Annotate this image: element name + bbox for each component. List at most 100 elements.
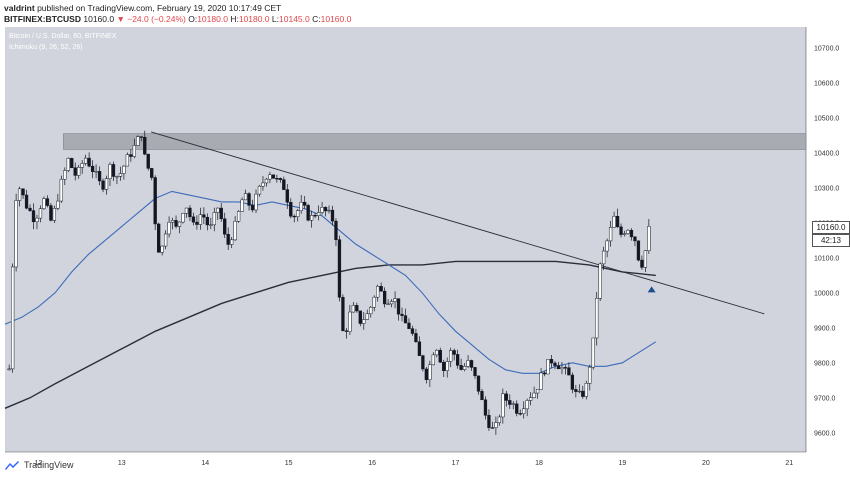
candle-body (66, 158, 70, 171)
x-tick-label: 14 (201, 460, 209, 467)
candle-body (77, 167, 81, 176)
indicator-label: Ichimoku (9, 26, 52, 26) (9, 44, 83, 51)
y-tick-label: 9900.0 (814, 325, 836, 332)
close-value: 10160.0 (320, 14, 352, 24)
candle-body (313, 215, 317, 217)
candle-body (216, 207, 220, 213)
candle-body (132, 145, 136, 157)
y-tick-label: 10700.0 (814, 45, 839, 52)
published-text: published on TradingView.com, February 1… (37, 3, 282, 13)
y-tick-label: 10400.0 (814, 150, 839, 157)
candle-body (602, 250, 606, 265)
candle-body (633, 236, 637, 242)
candle-body (174, 220, 178, 227)
candle-body (532, 392, 536, 398)
candle-body (150, 168, 154, 178)
candle-body (240, 199, 244, 212)
candle-body (577, 390, 581, 393)
candle-body (153, 177, 157, 225)
y-tick-label: 10100.0 (814, 255, 839, 262)
candle-body (341, 297, 345, 331)
slow-average-line (4, 260, 656, 409)
candle-body (570, 374, 575, 390)
close-label: C: (312, 14, 321, 24)
candle-body (70, 158, 74, 168)
candle-body (247, 193, 251, 206)
ohlc-info: BITFINEX:BTCUSD 10160.0 ▼ −24.0 (−0.24%)… (4, 14, 351, 24)
candle-body (445, 361, 449, 371)
candle-body (539, 372, 543, 390)
candle-body (24, 194, 29, 209)
candle-body (473, 367, 477, 377)
candle-body (10, 266, 15, 370)
candle-body (243, 193, 248, 201)
candle-body (455, 354, 460, 366)
candle-body (421, 355, 425, 370)
candle-body (584, 383, 588, 397)
candle-body (382, 290, 387, 305)
price-change: ▼ −24.0 (−0.24%) (116, 14, 186, 24)
x-tick-label: 18 (535, 460, 543, 467)
y-tick-label: 10300.0 (814, 185, 839, 192)
candle-body (494, 422, 498, 428)
candle-body (542, 372, 547, 375)
candle-body (334, 220, 338, 240)
candle-body (344, 330, 349, 332)
candle-body (129, 154, 133, 157)
candle-body (330, 209, 335, 222)
candle-body (615, 216, 620, 228)
candle-body (45, 198, 50, 206)
candle-body (90, 165, 95, 172)
candle-body (104, 178, 109, 190)
candle-body (462, 366, 467, 370)
candle-body (94, 171, 98, 173)
x-tick-label: 19 (619, 460, 627, 467)
candle-body (417, 341, 422, 356)
y-tick-label: 9800.0 (814, 360, 836, 367)
y-tick-label: 10600.0 (814, 80, 839, 87)
high-label: H: (230, 14, 239, 24)
x-tick-label: 21 (785, 460, 793, 467)
candle-body (212, 212, 216, 226)
candle-body (508, 400, 512, 405)
candle-body (202, 214, 206, 218)
candle-body (306, 205, 310, 221)
candle-body (515, 403, 519, 414)
candle-body (292, 215, 296, 218)
candle-body (560, 367, 564, 370)
trend-line[interactable] (150, 131, 765, 315)
candle-body (636, 240, 641, 261)
candle-body (629, 230, 634, 238)
x-tick-label: 15 (285, 460, 293, 467)
candle-countdown-label: 42:13 (812, 234, 850, 247)
tradingview-logo[interactable]: TradingView (4, 460, 74, 470)
resistance-zone (63, 133, 807, 150)
candle-body (278, 178, 282, 180)
candle-body (581, 390, 585, 397)
candle-body (452, 350, 456, 355)
candle-body (275, 178, 279, 180)
candle-body (223, 218, 227, 235)
candle-body (181, 213, 185, 223)
candle-body (84, 157, 88, 164)
candle-body (184, 207, 189, 214)
x-tick-label: 16 (368, 460, 376, 467)
high-value: 10180.0 (238, 14, 270, 24)
candle-body (170, 220, 175, 223)
candle-body (396, 298, 401, 315)
low-label: L: (271, 14, 280, 24)
candle-body (351, 305, 356, 313)
candle-body (250, 205, 255, 211)
candle-body (358, 310, 362, 324)
candle-body (622, 233, 627, 235)
candle-body (640, 259, 644, 268)
candle-body (337, 239, 342, 298)
candle-body (56, 200, 60, 209)
candle-body (476, 375, 481, 392)
candle-body (400, 313, 404, 316)
candle-body (42, 198, 46, 209)
candle-body (316, 212, 321, 216)
candle-body (17, 188, 22, 201)
candle-body (160, 245, 164, 253)
